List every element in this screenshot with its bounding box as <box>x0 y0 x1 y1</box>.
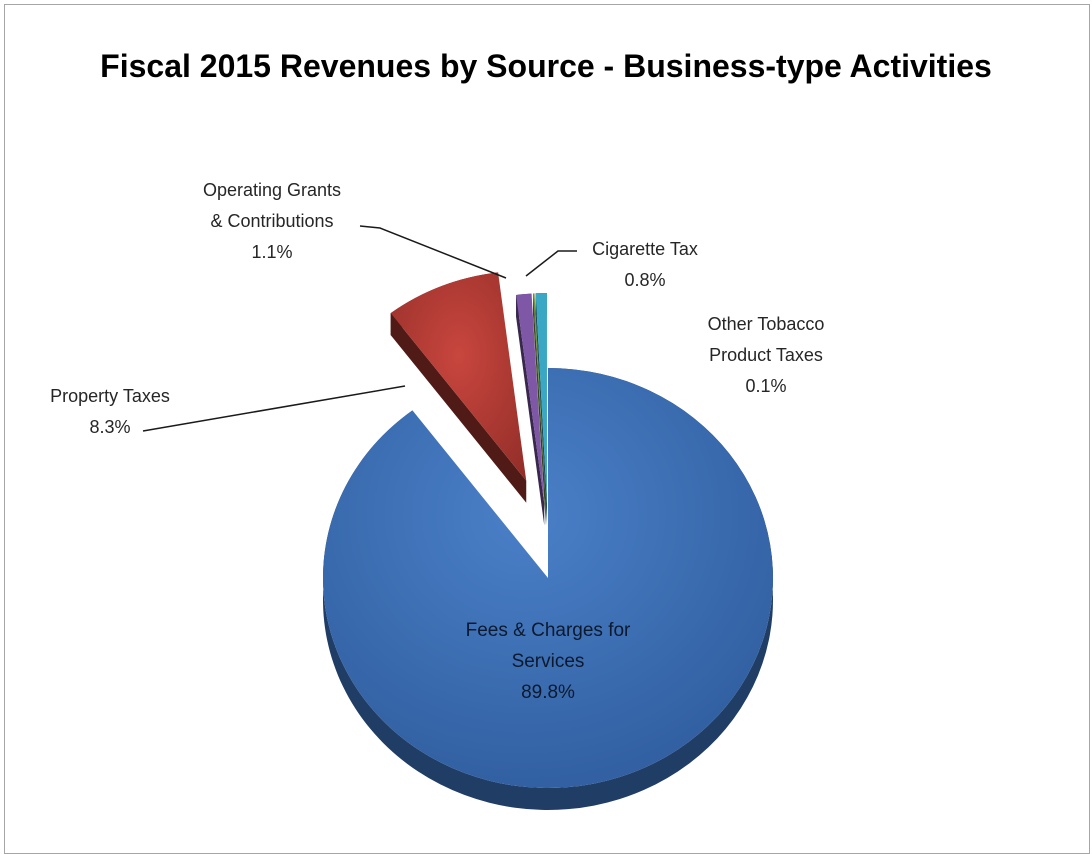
slice-operating-grants-top <box>516 293 545 504</box>
slice-fees-charges <box>322 368 774 810</box>
label-other-tobacco-line: Other Tobacco <box>708 314 825 334</box>
label-property-taxes: Property Taxes 8.3% <box>50 386 170 437</box>
slice-operating-grants <box>516 293 545 526</box>
slice-other-tobacco <box>533 293 546 526</box>
label-fees-charges: Fees & Charges for Services 89.8% <box>466 620 631 703</box>
label-cigarette-tax: Cigarette Tax 0.8% <box>592 239 698 290</box>
label-other-tobacco-line: Product Taxes <box>709 345 823 365</box>
label-property-taxes-line: 8.3% <box>89 417 130 437</box>
slice-property-taxes <box>390 272 527 503</box>
label-property-taxes-line: Property Taxes <box>50 386 170 406</box>
leader-property-taxes <box>142 385 406 432</box>
label-operating-grants-line: 1.1% <box>251 242 292 262</box>
label-operating-grants-line: & Contributions <box>210 211 333 231</box>
slice-property-taxes-top <box>390 272 527 481</box>
label-cigarette-tax-line: 0.8% <box>624 270 665 290</box>
label-fees-charges-line: 89.8% <box>521 682 575 703</box>
label-cigarette-tax-line: Cigarette Tax <box>592 239 698 259</box>
slice-other-tobacco-wall <box>533 293 546 526</box>
slice-operating-grants-wall <box>516 294 545 526</box>
slice-property-taxes-wall <box>390 313 527 503</box>
slice-other-tobacco-top <box>533 293 546 504</box>
leader-operating-grants <box>359 225 507 279</box>
label-operating-grants: Operating Grants & Contributions 1.1% <box>203 180 341 262</box>
chart-title: Fiscal 2015 Revenues by Source - Busines… <box>100 48 992 84</box>
label-fees-charges-line: Services <box>512 651 585 672</box>
slice-fees-charges-top <box>323 368 774 788</box>
label-other-tobacco: Other Tobacco Product Taxes 0.1% <box>708 314 825 396</box>
label-operating-grants-line: Operating Grants <box>203 180 341 200</box>
label-fees-charges-line: Fees & Charges for <box>466 620 631 641</box>
slice-cigarette-tax-wall <box>535 293 547 526</box>
label-other-tobacco-line: 0.1% <box>745 376 786 396</box>
leader-cigarette-tax <box>525 250 577 277</box>
slice-cigarette-tax <box>535 293 547 526</box>
slice-cigarette-tax-top <box>535 293 547 504</box>
